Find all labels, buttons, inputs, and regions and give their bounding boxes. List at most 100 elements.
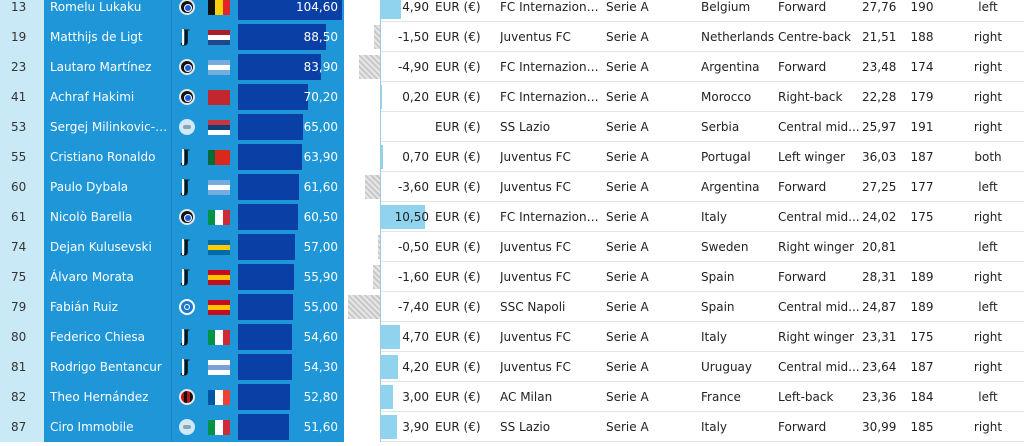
flag-cell [202, 82, 236, 112]
player-name[interactable]: Sergej Milinkovic-Sa... [44, 112, 172, 142]
market-value: 65,00 [303, 120, 338, 134]
italy-flag-icon [208, 330, 230, 345]
player-age: 24,02 [862, 210, 897, 224]
value-change-bar [380, 85, 382, 109]
player-name[interactable]: Rodrigo Bentancur [44, 352, 172, 382]
player-name[interactable]: Nicolò Barella [44, 202, 172, 232]
player-position: Central mid... [778, 360, 860, 374]
market-value-bar [238, 144, 302, 170]
table-row[interactable]: 79 Fabián Ruiz 55,00 -7,40 EUR (€) SSC Napoli… [0, 292, 1024, 322]
market-value: 61,60 [303, 180, 338, 194]
market-value-cell: 63,90 [236, 142, 344, 172]
club-icon-cell [172, 112, 202, 142]
table-row[interactable]: 23 Lautaro Martínez 83,90 -4,90 EUR (€) FC In… [0, 52, 1024, 82]
club-name: SS Lazio [500, 420, 551, 434]
row-divider [380, 111, 1024, 112]
rank-cell: 79 [0, 292, 44, 322]
flag-cell [202, 292, 236, 322]
sweden-flag-icon [208, 240, 230, 255]
player-position: Left-back [778, 390, 834, 404]
table-row[interactable]: 87 Ciro Immobile 51,60 3,90 EUR (€) SS Lazio S… [0, 412, 1024, 442]
market-value-cell: 104,60 [236, 0, 344, 22]
league-name: Serie A [606, 30, 649, 44]
value-change-cell: 0,70 [344, 142, 432, 172]
market-value: 54,60 [303, 330, 338, 344]
table-row[interactable]: 13 Romelu Lukaku 104,60 4,90 EUR (€) FC Inter… [0, 0, 1024, 22]
player-height [904, 232, 940, 262]
market-value-bar [238, 234, 295, 260]
club-icon-cell [172, 352, 202, 382]
juventus-icon [179, 172, 195, 202]
player-height: 189 [910, 300, 934, 314]
value-change-cell: -1,60 [344, 262, 432, 292]
player-height: 188 [910, 30, 934, 44]
club-icon-cell [172, 142, 202, 172]
value-change-axis [380, 202, 381, 232]
value-change: 4,70 [402, 330, 429, 344]
market-value-cell: 65,00 [236, 112, 344, 142]
flag-cell [202, 232, 236, 262]
row-divider [380, 321, 1024, 322]
value-change-bar [380, 145, 383, 169]
league-name: Serie A [606, 180, 649, 194]
table-row[interactable]: 82 Theo Hernández 52,80 3,00 EUR (€) AC Milan… [0, 382, 1024, 412]
player-age: 28,31 [862, 270, 897, 284]
flag-cell [202, 52, 236, 82]
market-value-cell: 54,30 [236, 352, 344, 382]
player-age: 36,03 [862, 150, 897, 164]
player-height: 179 [910, 90, 934, 104]
market-value-cell: 57,00 [236, 232, 344, 262]
juventus-icon [179, 352, 195, 382]
player-name[interactable]: Achraf Hakimi [44, 82, 172, 112]
country-name: France [701, 390, 741, 404]
currency: EUR (€) [435, 270, 481, 284]
player-name[interactable]: Dejan Kulusevski [44, 232, 172, 262]
morocco-flag-icon [208, 90, 230, 105]
table-row[interactable]: 53 Sergej Milinkovic-Sa... 65,00 EUR (€) SS … [0, 112, 1024, 142]
player-name[interactable]: Romelu Lukaku [44, 0, 172, 22]
spain-flag-icon [208, 300, 230, 315]
value-change: -3,60 [397, 180, 429, 194]
player-height: 187 [910, 150, 934, 164]
player-name[interactable]: Matthijs de Ligt [44, 22, 172, 52]
value-change-cell: 3,90 [344, 412, 432, 442]
market-value-bar [238, 384, 291, 410]
value-change-axis [380, 112, 381, 142]
table-row[interactable]: 41 Achraf Hakimi 70,20 0,20 EUR (€) FC Intern… [0, 82, 1024, 112]
player-name[interactable]: Álvaro Morata [44, 262, 172, 292]
player-name[interactable]: Ciro Immobile [44, 412, 172, 442]
player-name[interactable]: Theo Hernández [44, 382, 172, 412]
rank-cell: 75 [0, 262, 44, 292]
value-change-axis [380, 352, 381, 382]
value-change-bar [377, 235, 380, 259]
netherlands-flag-icon [208, 30, 230, 45]
market-value-cell: 88,50 [236, 22, 344, 52]
player-name[interactable]: Federico Chiesa [44, 322, 172, 352]
club-name: SS Lazio [500, 120, 551, 134]
player-name[interactable]: Lautaro Martínez [44, 52, 172, 82]
currency: EUR (€) [435, 420, 481, 434]
market-value: 51,60 [303, 420, 338, 434]
flag-cell [202, 22, 236, 52]
flag-cell [202, 142, 236, 172]
player-name[interactable]: Cristiano Ronaldo [44, 142, 172, 172]
value-change-bar [380, 385, 393, 409]
club-icon-cell [172, 322, 202, 352]
player-name[interactable]: Paulo Dybala [44, 172, 172, 202]
market-value: 55,00 [303, 300, 338, 314]
table-row[interactable]: 61 Nicolò Barella 60,50 10,50 EUR (€) FC Inte… [0, 202, 1024, 232]
player-position: Central mid... [778, 210, 860, 224]
value-change-bar [348, 295, 380, 319]
club-icon-cell [172, 172, 202, 202]
value-change-bar [380, 325, 401, 349]
spain-flag-icon [208, 270, 230, 285]
rank-cell: 13 [0, 0, 44, 22]
player-name[interactable]: Fabián Ruiz [44, 292, 172, 322]
